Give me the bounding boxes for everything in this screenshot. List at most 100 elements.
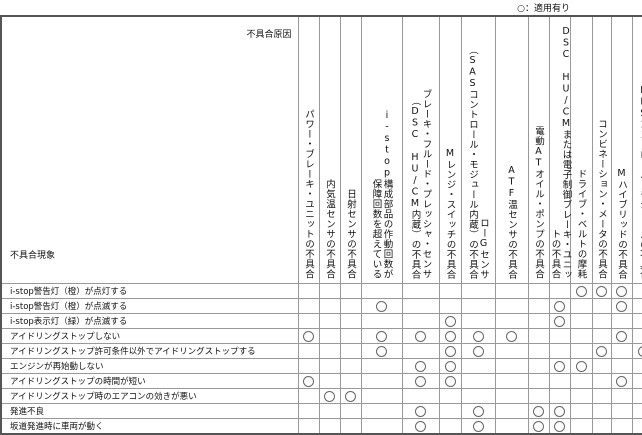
- applicable-circle-icon: [616, 285, 627, 297]
- mark-cell: [438, 283, 462, 299]
- mark-cell: [548, 283, 571, 299]
- mark-cell: [610, 388, 633, 404]
- mark-cell: [401, 373, 440, 389]
- mark-cell: [548, 418, 571, 435]
- cause-label: Mハイブリッドの不具合: [616, 167, 627, 280]
- mark-cell: [527, 373, 550, 389]
- mark-cell: [297, 313, 320, 329]
- cause-header: Mハイブリッドの不具合: [610, 15, 633, 284]
- mark-cell: [401, 328, 440, 344]
- mark-cell: [318, 388, 341, 404]
- symptom-cell: アイドリングストップ許可条件以外でアイドリングストップする: [0, 343, 299, 359]
- mark-cell: [339, 373, 362, 389]
- mark-cell: [591, 373, 612, 389]
- mark-cell: [460, 373, 496, 389]
- cause-label: Mレンジ・スイッチの不具合: [444, 147, 456, 280]
- applicable-circle-icon: [533, 420, 544, 432]
- applicable-circle-icon: [554, 360, 565, 372]
- table-row: i-stop警告灯（橙）が点滅する: [0, 298, 642, 314]
- table-row: アイドリングストップしない: [0, 328, 642, 344]
- mark-cell: [527, 403, 550, 419]
- cause-header: 日射センサの不具合: [339, 15, 362, 284]
- applicable-circle-icon: [415, 375, 426, 387]
- applicable-circle-icon: [444, 375, 456, 387]
- applicable-circle-icon: [376, 300, 387, 312]
- cause-header: ドライブ・ベルトの摩耗: [569, 15, 593, 284]
- applicable-circle-icon: [415, 360, 426, 372]
- mark-cell: [401, 298, 440, 314]
- cause-header: DSC HU/CMまたは電子制御ブレーキ・ユニットの不具合: [548, 15, 572, 284]
- mark-cell: [591, 283, 612, 299]
- mark-cell: [438, 343, 462, 359]
- mark-cell: [297, 373, 320, 389]
- mark-cell: [460, 388, 496, 404]
- mark-cell: [548, 388, 571, 404]
- mark-cell: [360, 298, 403, 314]
- mark-cell: [339, 418, 362, 435]
- mark-cell: [318, 403, 341, 419]
- mark-cell: [527, 328, 550, 344]
- mark-cell: [438, 388, 462, 404]
- mark-cell: [438, 298, 462, 314]
- mark-cell: [297, 403, 320, 419]
- symptom-cell: アイドリングストップ時のエアコンの効きが悪い: [0, 388, 299, 404]
- cause-label: EPSコントロール・モジュールの不具合: [637, 84, 642, 280]
- legend: ○：適用有り: [517, 4, 570, 14]
- applicable-circle-icon: [444, 360, 456, 372]
- mark-cell: [438, 403, 462, 419]
- mark-cell: [591, 313, 612, 329]
- mark-cell: [438, 313, 462, 329]
- cause-header: コンビネーション・メータの不具合: [591, 15, 612, 284]
- mark-cell: [569, 403, 593, 419]
- mark-cell: [297, 388, 320, 404]
- mark-cell: [360, 373, 403, 389]
- applicable-circle-icon: [596, 285, 607, 297]
- cause-header: ローGセンサ （SASコントロール・モジュール内蔵）の不具合: [460, 15, 496, 284]
- mark-cell: [591, 358, 612, 374]
- header-row: 不具合原因 不具合現象 パワー・ブレーキ・ユニットの不具合 内気温センサの不具合日…: [0, 15, 642, 284]
- mark-cell: [460, 298, 496, 314]
- applicable-circle-icon: [415, 405, 426, 417]
- mark-cell: [610, 298, 633, 314]
- mark-cell: [569, 358, 593, 374]
- cause-label: コンビネーション・メータの不具合: [596, 119, 607, 279]
- troubleshooting-table: 不具合原因 不具合現象 パワー・ブレーキ・ユニットの不具合 内気温センサの不具合日…: [0, 15, 642, 435]
- mark-cell: [360, 343, 403, 359]
- mark-cell: [318, 373, 341, 389]
- mark-cell: [360, 418, 403, 435]
- mark-cell: [610, 373, 633, 389]
- applicable-circle-icon: [324, 390, 335, 402]
- mark-cell: [548, 328, 571, 344]
- mark-cell: [591, 418, 612, 435]
- mark-cell: [339, 403, 362, 419]
- cause-header: Mレンジ・スイッチの不具合: [438, 15, 462, 284]
- cause-title: 不具合原因: [246, 30, 292, 40]
- applicable-circle-icon: [637, 345, 642, 357]
- mark-cell: [494, 403, 529, 419]
- cause-header: ATF温センサの不具合: [494, 15, 529, 284]
- cause-label: ATF温センサの不具合: [506, 164, 517, 280]
- mark-cell: [548, 313, 571, 329]
- symptom-cell: 発進不良: [0, 403, 299, 419]
- mark-cell: [527, 388, 550, 404]
- mark-cell: [318, 418, 341, 435]
- mark-cell: [460, 328, 496, 344]
- applicable-circle-icon: [506, 330, 517, 342]
- applicable-circle-icon: [444, 345, 456, 357]
- applicable-circle-icon: [376, 345, 387, 357]
- mark-cell: [610, 403, 633, 419]
- table-row: エンジンが再始動しない: [0, 358, 642, 374]
- table-row: アイドリングストップ許可条件以外でアイドリングストップする: [0, 343, 642, 359]
- mark-cell: [494, 298, 529, 314]
- cause-label: 内気温センサの不具合: [324, 179, 335, 279]
- applicable-circle-icon: [575, 285, 587, 297]
- mark-cell: [460, 283, 496, 299]
- mark-cell: [360, 313, 403, 329]
- mark-cell: [360, 358, 403, 374]
- symptom-cell: i-stop警告灯（橙）が点滅する: [0, 298, 299, 314]
- mark-cell: [360, 283, 403, 299]
- mark-cell: [548, 343, 571, 359]
- applicable-circle-icon: [554, 420, 565, 432]
- cause-label: 電動ATオイル・ポンプの不具合: [533, 126, 544, 279]
- mark-cell: [460, 358, 496, 374]
